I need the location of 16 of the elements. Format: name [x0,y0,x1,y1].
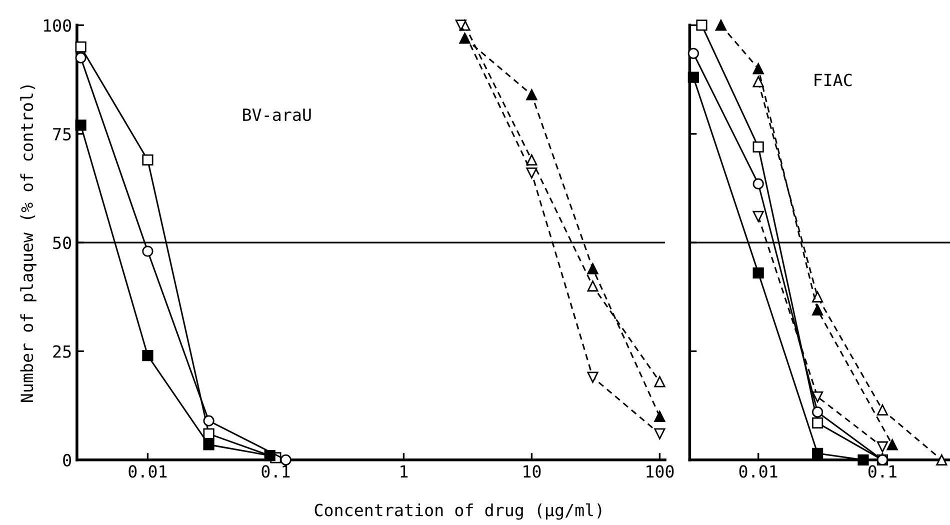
y-tick-label: 0 [63,454,72,467]
annotation: FIAC [814,74,852,86]
x-tick-label: 1 [400,465,408,478]
x-tick-label: 0.1 [262,465,290,478]
y-axis-title: Number of plaquew (% of control) [20,85,36,402]
x-tick-label: 0.1 [868,465,896,478]
y-tick-label: 100 [44,19,72,32]
y-tick-label: 75 [53,128,71,140]
y-tick-label: 50 [53,236,72,250]
x-tick-label: 10 [524,465,541,478]
x-tick-label: 0.01 [739,465,778,478]
annotation: BV-araU [243,108,311,122]
x-axis-title: Concentration of drug (μg/ml) [314,503,602,520]
x-tick-label: 0.01 [128,465,167,478]
x-tick-label: 100 [646,465,674,478]
y-tick-label: 25 [53,345,71,358]
